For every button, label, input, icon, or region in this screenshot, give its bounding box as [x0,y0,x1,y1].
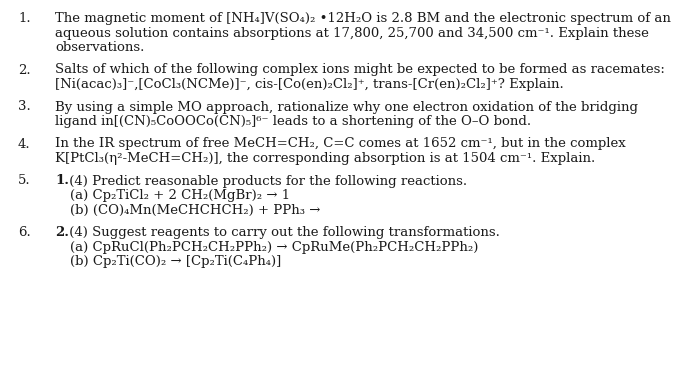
Text: (4) Suggest reagents to carry out the following transformations.: (4) Suggest reagents to carry out the fo… [65,226,500,239]
Text: 6.: 6. [18,226,31,239]
Text: 2.: 2. [55,226,69,239]
Text: 1.: 1. [18,12,31,25]
Text: (a) CpRuCl(Ph₂PCH₂CH₂PPh₂) → CpRuMe(Ph₂PCH₂CH₂PPh₂): (a) CpRuCl(Ph₂PCH₂CH₂PPh₂) → CpRuMe(Ph₂P… [70,240,478,253]
Text: (b) Cp₂Ti(CO)₂ → [Cp₂Ti(C₄Ph₄)]: (b) Cp₂Ti(CO)₂ → [Cp₂Ti(C₄Ph₄)] [70,255,281,268]
Text: 1.: 1. [55,174,69,187]
Text: (4) Predict reasonable products for the following reactions.: (4) Predict reasonable products for the … [65,174,467,187]
Text: aqueous solution contains absorptions at 17,800, 25,700 and 34,500 cm⁻¹. Explain: aqueous solution contains absorptions at… [55,26,649,40]
Text: The magnetic moment of [NH₄]V(SO₄)₂ •12H₂O is 2.8 BM and the electronic spectrum: The magnetic moment of [NH₄]V(SO₄)₂ •12H… [55,12,671,25]
Text: By using a simple MO approach, rationalize why one electron oxidation of the bri: By using a simple MO approach, rationali… [55,101,638,114]
Text: observations.: observations. [55,41,144,54]
Text: [Ni(acac)₃]⁻,[CoCl₃(NCMe)]⁻, cis-[Co(en)₂Cl₂]⁺, trans-[Cr(en)₂Cl₂]⁺? Explain.: [Ni(acac)₃]⁻,[CoCl₃(NCMe)]⁻, cis-[Co(en)… [55,78,564,91]
Text: In the IR spectrum of free MeCH=CH₂, C=C comes at 1652 cm⁻¹, but in the complex: In the IR spectrum of free MeCH=CH₂, C=C… [55,137,626,151]
Text: 5.: 5. [18,174,31,187]
Text: Salts of which of the following complex ions might be expected to be formed as r: Salts of which of the following complex … [55,63,665,76]
Text: ligand in[(CN)₅CoOOCo(CN)₅]⁶⁻ leads to a shortening of the O–O bond.: ligand in[(CN)₅CoOOCo(CN)₅]⁶⁻ leads to a… [55,115,531,128]
Text: 4.: 4. [18,137,31,151]
Text: 2.: 2. [18,63,31,76]
Text: 3.: 3. [18,101,31,114]
Text: K[PtCl₃(η²-MeCH=CH₂)], the corresponding absorption is at 1504 cm⁻¹. Explain.: K[PtCl₃(η²-MeCH=CH₂)], the corresponding… [55,152,595,165]
Text: (a) Cp₂TiCl₂ + 2 CH₂(MgBr)₂ → 1: (a) Cp₂TiCl₂ + 2 CH₂(MgBr)₂ → 1 [70,189,290,202]
Text: (b) (CO)₄Mn(MeCHCHCH₂) + PPh₃ →: (b) (CO)₄Mn(MeCHCHCH₂) + PPh₃ → [70,204,321,217]
